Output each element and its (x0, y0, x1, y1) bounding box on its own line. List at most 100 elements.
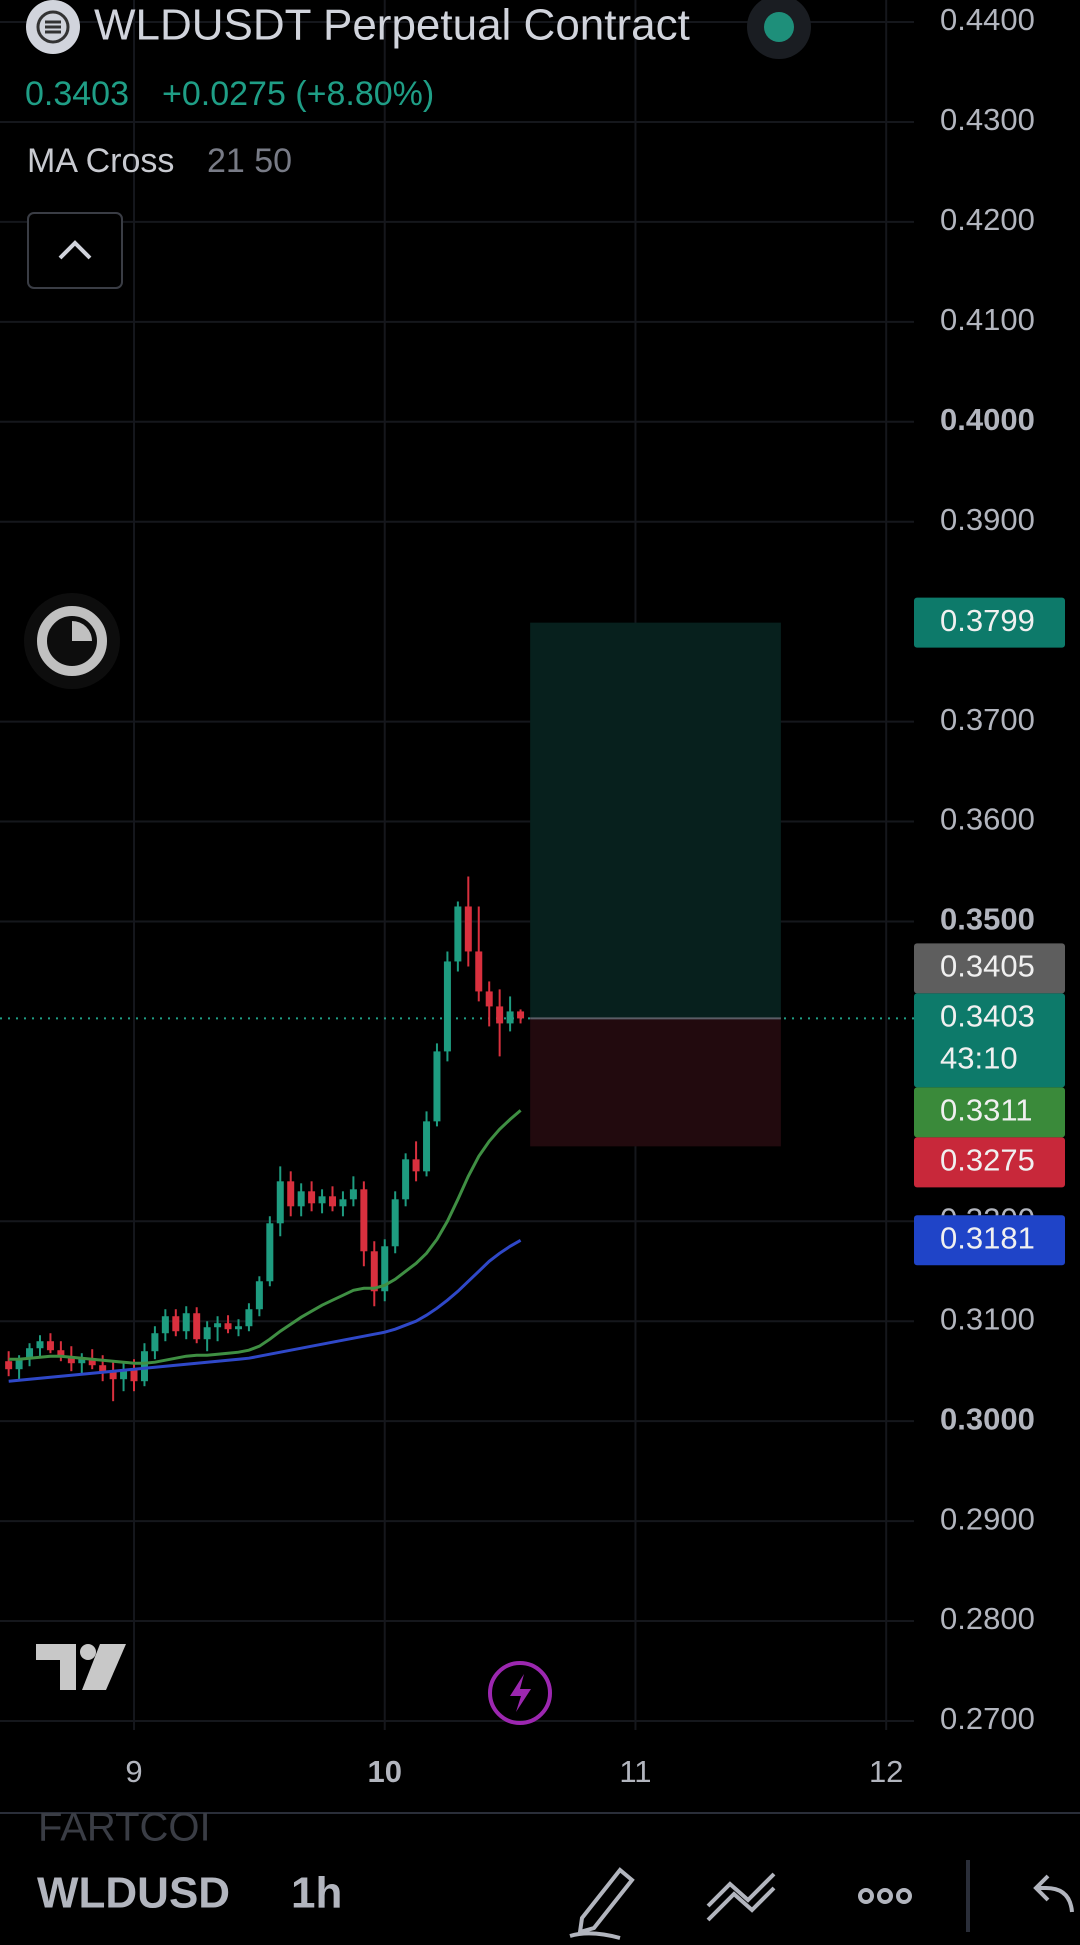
ma-line (8, 1238, 522, 1383)
y-tick-label: 0.4200 (940, 202, 1035, 237)
more-dot[interactable] (858, 1888, 874, 1904)
candle-body (203, 1327, 211, 1340)
y-tick-label: 0.4100 (940, 302, 1035, 337)
candle-body (297, 1191, 305, 1207)
price-tag (914, 1137, 1065, 1188)
candle-body (308, 1191, 316, 1204)
collapse-button[interactable] (27, 212, 123, 289)
candle-body (57, 1350, 65, 1357)
indicator-params: 21 50 (207, 142, 292, 180)
candle-body (78, 1359, 86, 1364)
y-tick-label: 0.2700 (940, 1701, 1035, 1736)
countdown: 43:10 (940, 1041, 1018, 1076)
y-tick-label: 0.3000 (940, 1401, 1035, 1436)
price-tag-label: 0.3799 (940, 603, 1035, 638)
undo-button[interactable] (1033, 1874, 1074, 1913)
candle-body (109, 1371, 117, 1380)
candle-body (193, 1313, 201, 1340)
price-tag-label: 0.3405 (940, 949, 1035, 984)
indicator-name[interactable]: MA Cross (27, 142, 174, 180)
x-tick-label: 12 (869, 1754, 903, 1789)
candle-body (255, 1281, 263, 1310)
candle-body (506, 1011, 514, 1024)
price-tag-label: 0.3311 (940, 1093, 1033, 1128)
y-tick-label: 0.2800 (940, 1601, 1035, 1636)
candle-body (151, 1333, 159, 1352)
price-tag-label: 0.3403 (940, 999, 1035, 1034)
price-tag-label: 0.3181 (940, 1220, 1035, 1255)
candle-body (391, 1199, 399, 1247)
price-tag (914, 993, 1065, 1088)
draw-tool[interactable] (577, 1867, 635, 1935)
candle-body (485, 991, 493, 1007)
candle-body (339, 1199, 347, 1207)
candle-body (224, 1323, 232, 1330)
symbol-icon-ring (36, 10, 70, 44)
price-tags: 0.3799 0.3405 0.3403 43:10 0.3311 0.3275 0.318… (914, 597, 1065, 1266)
candle-body (318, 1196, 326, 1204)
candle-body (26, 1348, 34, 1360)
candle-body (5, 1361, 13, 1370)
y-tick-label: 0.4000 (940, 402, 1035, 437)
y-tick-label: 0.4400 (940, 2, 1035, 37)
candle-body (182, 1313, 190, 1332)
lightning-button[interactable] (488, 1661, 552, 1725)
price-tag (914, 1215, 1065, 1266)
time-axis: 9 10 11 12 (125, 1754, 903, 1789)
candle-body (517, 1011, 525, 1019)
candle-body (88, 1359, 96, 1366)
candle-body (496, 1006, 504, 1024)
position-tool[interactable] (530, 622, 781, 1147)
gauge-slice (72, 621, 92, 641)
price-tag (914, 943, 1065, 994)
candle-body (214, 1323, 222, 1328)
ma-lines (8, 1109, 522, 1383)
candle-body (349, 1189, 357, 1200)
candle-body (234, 1326, 242, 1330)
candle-body (360, 1189, 368, 1252)
toolbar-icons (569, 1860, 1074, 1940)
collapse-icon (58, 240, 92, 260)
draw-tool-line (569, 1931, 621, 1940)
y-tick-label: 0.3100 (940, 1301, 1035, 1336)
lightning-icon (510, 1674, 531, 1712)
candle-body (443, 961, 451, 1052)
price-change: +0.0275 (+8.80%) (162, 75, 434, 113)
price-tag-label: 0.3275 (940, 1143, 1035, 1178)
gauge-icon[interactable] (37, 606, 107, 676)
candle-body (245, 1309, 253, 1327)
y-tick-label: 0.3700 (940, 702, 1035, 737)
candle-body (412, 1159, 420, 1172)
symbol-title[interactable]: WLDUSDT Perpetual Contract (94, 1, 690, 50)
status-dot (764, 12, 794, 42)
candle-body (276, 1181, 284, 1224)
candle-body (120, 1369, 128, 1380)
stop-zone (530, 1018, 781, 1147)
price-tag (914, 597, 1065, 648)
candle-body (67, 1356, 75, 1364)
y-tick-label: 0.3500 (940, 902, 1035, 937)
target-zone (530, 622, 781, 1019)
candle-body (266, 1223, 274, 1282)
trendline-tool[interactable] (706, 1872, 776, 1922)
interval-button[interactable]: 1h (291, 1869, 342, 1918)
candle-body (370, 1251, 378, 1292)
candle-body (433, 1051, 441, 1122)
candle-body (36, 1341, 44, 1349)
candle-body (140, 1351, 148, 1382)
x-tick-label: 11 (619, 1754, 651, 1789)
x-tick-label: 9 (125, 1754, 142, 1789)
tv-logo (36, 1644, 126, 1690)
symbol-button[interactable]: WLDUSD (37, 1869, 230, 1918)
y-tick-label: 0.3900 (940, 502, 1035, 537)
candle-body (454, 906, 462, 962)
candle-body (99, 1365, 107, 1372)
candles (5, 876, 525, 1402)
candle-body (161, 1316, 169, 1334)
watchlist-item[interactable]: FARTCOI (38, 1806, 211, 1850)
ma-line (8, 1109, 522, 1365)
x-tick-label: 10 (367, 1754, 401, 1789)
y-tick-label: 0.3600 (940, 802, 1035, 837)
